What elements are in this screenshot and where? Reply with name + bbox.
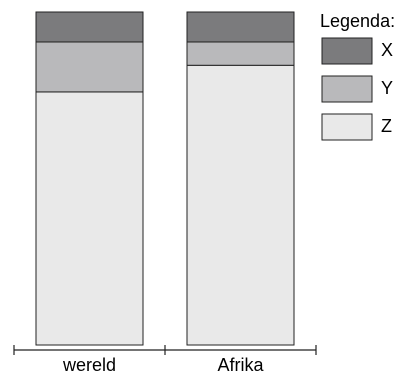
legend-swatch xyxy=(321,37,373,65)
legend-label: X xyxy=(381,40,393,60)
bar-segment xyxy=(186,64,295,346)
bar-segment xyxy=(35,41,144,93)
legend-title: Legenda: xyxy=(320,11,395,31)
legend-label: Y xyxy=(381,78,393,98)
bar-segment xyxy=(35,91,144,346)
legend-label: Z xyxy=(381,116,392,136)
bar-segment xyxy=(35,11,144,43)
legend-swatch xyxy=(321,113,373,141)
x-tick-label: Afrika xyxy=(217,355,264,375)
x-tick-label: wereld xyxy=(62,355,116,375)
legend-swatch xyxy=(321,75,373,103)
bar-segment xyxy=(186,41,295,66)
bar-segment xyxy=(186,11,295,43)
